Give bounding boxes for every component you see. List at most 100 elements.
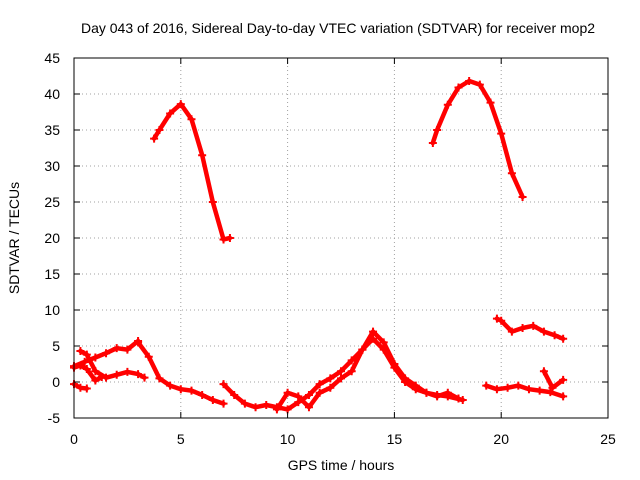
data-point: [503, 383, 512, 392]
data-point: [294, 392, 303, 401]
data-point: [208, 396, 217, 404]
data-point: [187, 115, 196, 124]
data-point: [112, 344, 121, 353]
series-arc-high-1: [150, 100, 234, 244]
x-tick-label: 0: [70, 431, 78, 447]
data-point: [166, 381, 175, 390]
data-point: [219, 380, 228, 389]
data-point: [559, 375, 568, 384]
data-point: [514, 381, 523, 390]
y-axis-label: SDTVAR / TECUs: [6, 182, 22, 294]
data-point: [454, 394, 463, 403]
data-point: [475, 80, 484, 89]
x-tick-label: 5: [177, 431, 185, 447]
data-point: [283, 388, 292, 397]
data-point: [134, 338, 143, 347]
series-arc-low-c: [70, 361, 106, 385]
data-point: [176, 100, 185, 109]
data-point: [102, 349, 111, 358]
data-series: [70, 77, 568, 414]
data-point: [546, 388, 555, 397]
series-arc-low-f: [219, 334, 467, 414]
data-point: [347, 356, 356, 365]
data-point: [559, 334, 568, 343]
data-point: [443, 100, 452, 109]
data-point: [82, 350, 91, 359]
data-point: [155, 374, 164, 383]
data-point: [524, 385, 533, 394]
data-point: [358, 345, 367, 354]
data-point: [91, 376, 100, 385]
data-point: [518, 192, 527, 201]
data-point: [369, 327, 378, 336]
data-point: [82, 365, 91, 374]
y-tick-label: 45: [44, 50, 60, 66]
data-point: [91, 353, 100, 362]
x-tick-label: 25: [600, 431, 616, 447]
data-point: [198, 390, 207, 399]
data-point: [529, 321, 538, 330]
data-point: [411, 381, 420, 390]
data-point: [422, 388, 431, 397]
data-point: [112, 370, 121, 379]
data-point: [454, 83, 463, 92]
x-tick-label: 10: [280, 431, 296, 447]
data-point: [97, 372, 106, 381]
data-point: [91, 367, 100, 376]
data-point: [144, 352, 153, 361]
data-point: [548, 383, 557, 392]
data-point: [433, 392, 442, 401]
data-point: [304, 403, 313, 412]
data-point: [539, 327, 548, 336]
data-point: [80, 357, 89, 366]
series-arc-low-g: [272, 327, 463, 414]
data-point: [166, 109, 175, 118]
data-point: [240, 399, 249, 408]
data-point: [492, 385, 501, 394]
series-line: [430, 78, 525, 200]
y-tick-label: 10: [44, 302, 60, 318]
data-point: [219, 399, 228, 408]
data-point: [76, 347, 85, 356]
y-tick-label: 15: [44, 266, 60, 282]
data-point: [507, 327, 516, 336]
data-point: [379, 338, 388, 347]
x-axis-label: GPS time / hours: [288, 457, 395, 473]
data-point: [176, 385, 185, 394]
series-arc-low-j: [539, 367, 568, 392]
data-point: [428, 138, 437, 147]
data-point: [550, 331, 559, 340]
y-tick-label: -5: [48, 410, 61, 426]
data-point: [390, 360, 399, 368]
data-point: [76, 361, 85, 370]
data-point: [272, 405, 281, 414]
data-point: [326, 383, 335, 392]
data-point: [150, 134, 159, 143]
y-tick-label: 30: [44, 158, 60, 174]
data-point: [443, 388, 452, 397]
data-point: [140, 373, 149, 382]
data-point: [123, 345, 132, 354]
chart-title: Day 043 of 2016, Sidereal Day-to-day VTE…: [81, 20, 595, 36]
data-point: [535, 386, 544, 395]
axis-ticks: 0 5 10 15 20 25 -5 0 5 10 15 20 25 30 35 40 45: [44, 50, 616, 447]
series-arc-high-2: [428, 77, 527, 201]
data-point: [315, 388, 324, 397]
y-tick-label: 20: [44, 230, 60, 246]
data-point: [230, 390, 239, 399]
y-tick-label: 35: [44, 122, 60, 138]
data-point: [347, 367, 356, 376]
data-point: [518, 324, 527, 332]
data-point: [507, 169, 516, 178]
data-point: [337, 367, 345, 376]
series-arc-low-d: [70, 380, 91, 393]
data-point: [497, 129, 506, 138]
data-point: [304, 390, 313, 399]
y-tick-label: 0: [52, 374, 60, 390]
data-point: [401, 374, 410, 383]
data-point: [262, 401, 271, 410]
series-line: [151, 101, 233, 242]
data-point: [486, 98, 495, 107]
data-point: [326, 374, 335, 383]
data-point: [225, 234, 234, 242]
